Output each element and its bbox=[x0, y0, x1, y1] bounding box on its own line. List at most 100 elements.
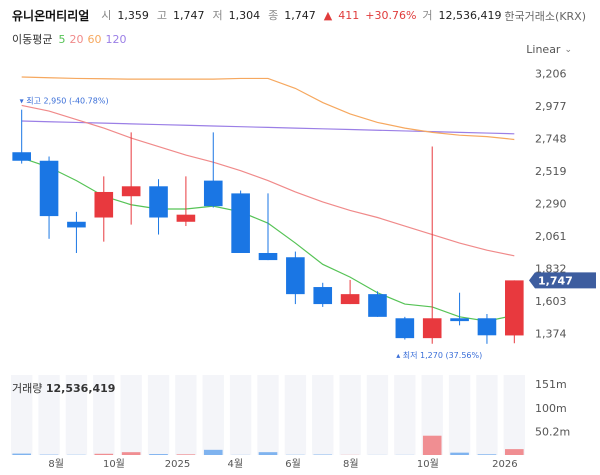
up-triangle-icon: ▲ bbox=[323, 8, 333, 22]
candle-body bbox=[231, 193, 250, 253]
ma-legend[interactable]: 이동평균 5 20 60 120 bbox=[12, 31, 126, 47]
min-annotation: ▴ 최저 1,270 (37.56%) bbox=[396, 350, 482, 360]
candle-body bbox=[505, 280, 524, 336]
ma60-legend[interactable]: 60 bbox=[87, 32, 102, 46]
chevron-down-icon: ⌄ bbox=[564, 44, 572, 55]
volume-bar bbox=[149, 454, 168, 455]
high-label: 고 bbox=[156, 9, 168, 22]
y-tick-label: 3,206 bbox=[535, 67, 567, 80]
low-value: 1,304 bbox=[228, 8, 261, 22]
volume-bar bbox=[94, 453, 114, 455]
volume-bg-column bbox=[65, 375, 88, 455]
x-tick-label: 6월 bbox=[285, 458, 301, 470]
current-price-label: 1,747 bbox=[538, 274, 573, 287]
x-tick-label: 2025 bbox=[165, 459, 190, 470]
candle-body bbox=[39, 160, 59, 217]
candle-body bbox=[67, 221, 86, 228]
high-value: 1,747 bbox=[173, 8, 205, 22]
volume-bar bbox=[450, 452, 469, 455]
y-tick-label: 2,977 bbox=[535, 100, 567, 113]
current-price-tag bbox=[529, 272, 596, 289]
exchange-name: 한국거래소(KRX) bbox=[504, 10, 586, 23]
volume-bg-column bbox=[93, 375, 115, 455]
volume-panel-title: 거래량 bbox=[12, 382, 43, 395]
volume-bar bbox=[203, 449, 223, 455]
ma60-line bbox=[21, 76, 515, 141]
max-annotation: ▾ 최고 2,950 (-40.78%) bbox=[20, 96, 109, 106]
candle-body bbox=[258, 252, 278, 261]
volume-bg-column bbox=[503, 375, 525, 455]
volume-tick-label: 151m bbox=[535, 378, 567, 391]
scale-label: Linear bbox=[526, 43, 561, 56]
y-tick-label: 1,832 bbox=[535, 262, 567, 275]
volume-bg-column bbox=[175, 375, 197, 455]
change-value: 411 bbox=[338, 8, 360, 22]
volume-bg-column bbox=[147, 375, 170, 455]
volume-bg-column bbox=[312, 375, 334, 455]
volume-bg-column bbox=[339, 375, 361, 455]
ma5-legend[interactable]: 5 bbox=[58, 32, 66, 46]
candle-body bbox=[395, 318, 415, 339]
x-tick-label: 2026 bbox=[492, 459, 517, 470]
y-tick-label: 1,374 bbox=[535, 327, 567, 340]
ma120-legend[interactable]: 120 bbox=[105, 32, 127, 46]
candle-body bbox=[450, 318, 469, 322]
ma120-line bbox=[21, 120, 515, 135]
volume-bg-column bbox=[229, 375, 252, 455]
candle-body bbox=[176, 214, 196, 222]
volume-bg-column bbox=[448, 375, 471, 455]
x-tick-label: 10월 bbox=[103, 458, 125, 470]
candle-body bbox=[313, 287, 333, 305]
volume-bg-column bbox=[202, 375, 224, 455]
volume-bg-column bbox=[38, 375, 60, 455]
volume-bg-column bbox=[394, 375, 416, 455]
volume-bg-column bbox=[476, 375, 498, 455]
volume-tick-label: 50.2m bbox=[535, 425, 570, 438]
low-label: 저 bbox=[212, 9, 223, 22]
open-value: 1,359 bbox=[117, 8, 149, 22]
close-label: 종 bbox=[268, 9, 279, 22]
candle-body bbox=[149, 186, 168, 218]
scale-toggle-button[interactable]: Linear ⌄ bbox=[526, 43, 572, 56]
volume-bar bbox=[505, 449, 524, 455]
close-value: 1,747 bbox=[284, 8, 316, 22]
candle-body bbox=[422, 318, 442, 339]
volume-panel-value: 12,536,419 bbox=[45, 382, 116, 395]
volume-bg-column bbox=[284, 375, 307, 455]
candle-body bbox=[286, 257, 305, 295]
candle-body bbox=[203, 180, 223, 207]
candle-body bbox=[121, 186, 141, 197]
volume-bar bbox=[477, 454, 497, 455]
candle-body bbox=[12, 152, 31, 161]
volume-bar bbox=[258, 452, 278, 455]
volume-value: 12,536,419 bbox=[438, 8, 502, 22]
x-tick-label: 10월 bbox=[417, 458, 439, 470]
y-tick-label: 2,290 bbox=[535, 197, 567, 210]
volume-bar bbox=[422, 435, 442, 455]
candle-body bbox=[340, 294, 360, 305]
volume-bar bbox=[176, 454, 196, 455]
open-label: 시 bbox=[101, 9, 112, 22]
y-tick-label: 2,061 bbox=[535, 230, 567, 243]
y-tick-label: 2,519 bbox=[535, 165, 567, 178]
volume-bg-column bbox=[11, 375, 33, 455]
volume-bg-column bbox=[120, 375, 142, 455]
volume-bar bbox=[121, 452, 141, 455]
volume-bg-column bbox=[421, 375, 443, 455]
y-tick-label: 2,748 bbox=[535, 132, 567, 145]
volume-bar bbox=[12, 453, 31, 455]
stock-name: 유니온머티리얼 bbox=[12, 8, 90, 23]
candle-body bbox=[368, 294, 387, 317]
y-tick-label: 1,603 bbox=[535, 295, 567, 308]
volume-tick-label: 100m bbox=[535, 402, 567, 415]
volume-panel-label: 거래량 12,536,419 bbox=[12, 380, 115, 396]
change-percent: +30.76% bbox=[365, 8, 417, 22]
candle-body bbox=[477, 318, 497, 336]
volume-bg-column bbox=[257, 375, 279, 455]
candle-body bbox=[94, 191, 114, 218]
x-tick-label: 4월 bbox=[227, 458, 243, 470]
ma-legend-title: 이동평균 bbox=[12, 33, 53, 46]
ma20-legend[interactable]: 20 bbox=[69, 32, 84, 46]
quote-header: 유니온머티리얼 시 1,359 고 1,747 저 1,304 종 1,747 … bbox=[12, 6, 504, 24]
